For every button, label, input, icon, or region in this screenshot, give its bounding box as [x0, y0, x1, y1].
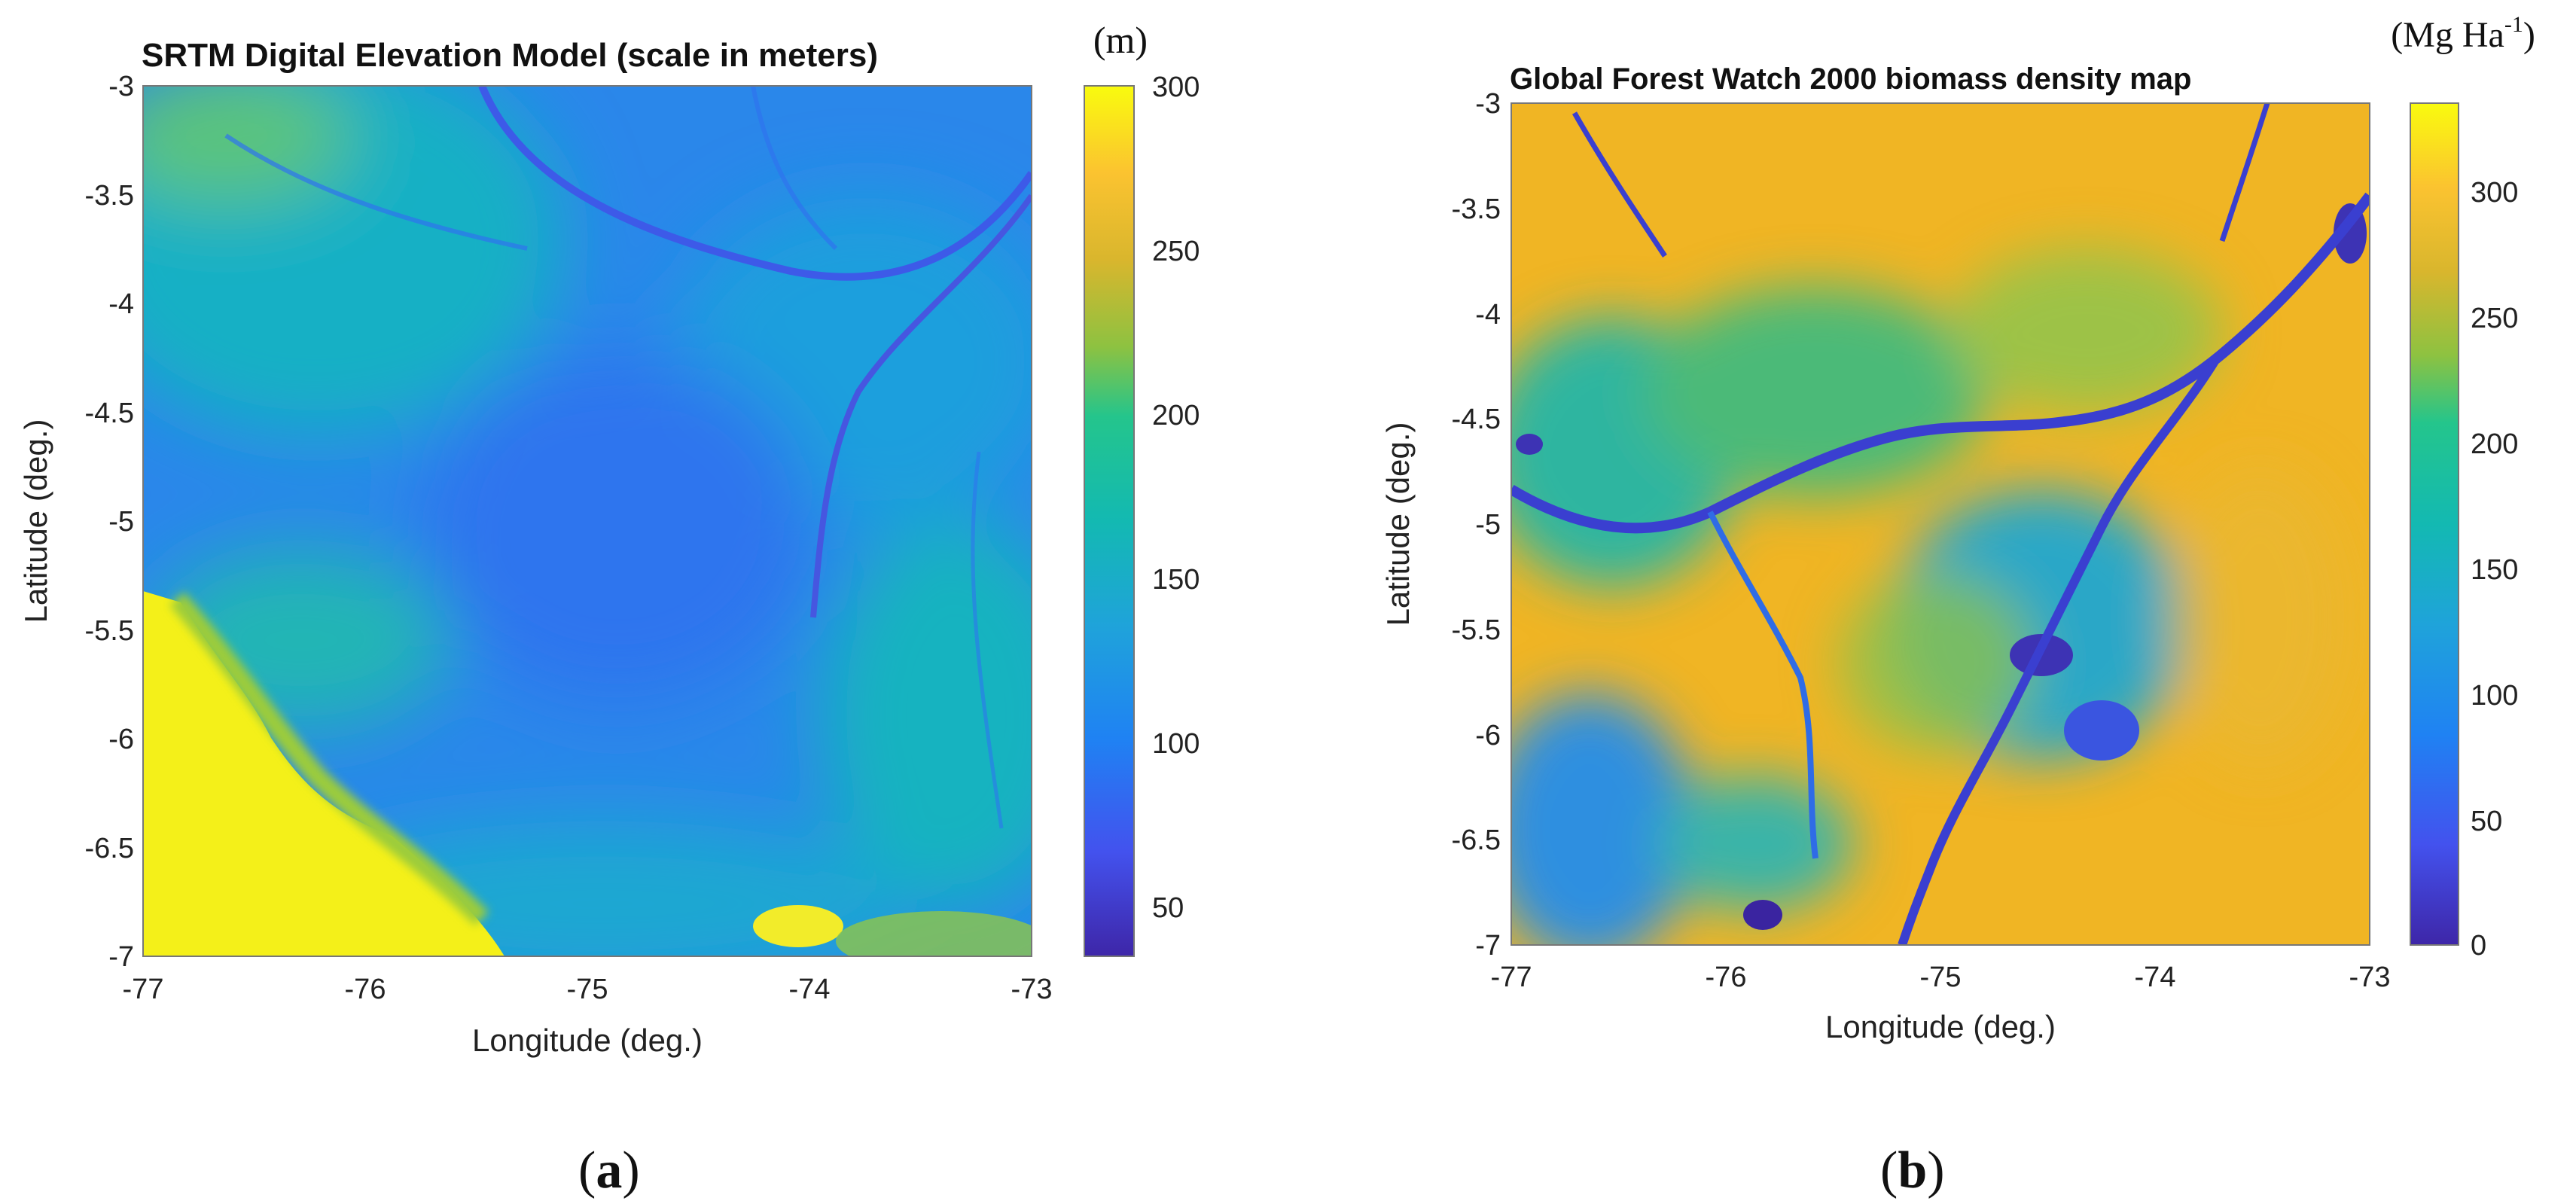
x-ticks-b: -77 -76 -75 -74 -73	[1491, 962, 2391, 993]
x-tick-label: -74	[2135, 962, 2176, 993]
x-tick-label: -75	[1920, 962, 1962, 993]
y-tick-label: -4.5	[1452, 404, 1501, 435]
y-tick-label: -3.5	[1452, 194, 1501, 225]
y-tick-label: -3.5	[85, 180, 134, 212]
y-ticks-a: -3 -3.5 -4 -4.5 -5 -5.5 -6 -6.5 -7	[85, 71, 134, 973]
x-tick-label: -76	[1706, 962, 1747, 993]
colorbar-ticks-a: 300 250 200 150 100 50	[1152, 72, 1200, 924]
colorbar-tick-label: 100	[2471, 680, 2518, 712]
colorbar-tick-label: 150	[2471, 554, 2518, 586]
y-tick-label: -3	[108, 71, 134, 102]
y-ticks-b: -3 -3.5 -4 -4.5 -5 -5.5 -6 -6.5 -7	[1452, 88, 1501, 962]
colorbar-tick-label: 200	[2471, 428, 2518, 460]
colorbar-tick-label: 0	[2471, 930, 2486, 962]
colorbar-tick-label: 50	[1152, 892, 1184, 924]
chart-title-a: SRTM Digital Elevation Model (scale in m…	[142, 37, 878, 74]
y-tick-label: -5	[1475, 509, 1501, 541]
x-tick-label: -76	[345, 974, 386, 1005]
colorbar-tick-label: 250	[1152, 236, 1200, 267]
y-tick-label: -4.5	[85, 398, 134, 429]
x-axis-label-b: Longitude (deg.)	[1825, 1009, 2056, 1044]
y-tick-label: -7	[108, 941, 134, 973]
x-tick-label: -74	[789, 974, 831, 1005]
colorbar-unit-a: (m)	[1093, 19, 1148, 61]
y-tick-label: -7	[1475, 930, 1501, 962]
plot-frame-b	[1511, 102, 2370, 946]
caption-a: (a)	[578, 1142, 640, 1199]
colorbar-tick-label: 150	[1152, 564, 1200, 596]
colorbar-ticks-b: 300 250 200 150 100 50 0	[2471, 177, 2518, 962]
x-tick-label: -73	[1011, 974, 1053, 1005]
x-tick-label: -75	[567, 974, 608, 1005]
y-tick-label: -5.5	[1452, 614, 1501, 646]
colorbar-tick-label: 300	[1152, 72, 1200, 103]
chart-title-b: Global Forest Watch 2000 biomass density…	[1510, 62, 2191, 96]
y-axis-label-b: Latitude (deg.)	[1380, 422, 1416, 626]
caption-a-letter: a	[596, 1142, 623, 1199]
y-tick-label: -4	[108, 288, 134, 320]
x-tick-label: -73	[2349, 962, 2391, 993]
colorbar-unit-b: (Mg Ha-1)	[2391, 12, 2535, 55]
elevation-heatmap	[143, 86, 1032, 956]
panel-a: SRTM Digital Elevation Model (scale in m…	[0, 0, 1288, 1199]
biomass-heatmap	[1511, 103, 2370, 945]
caption-b: (b)	[1880, 1142, 1945, 1199]
plot-frame-a	[142, 85, 1032, 957]
x-tick-label: -77	[1491, 962, 1532, 993]
y-tick-label: -6.5	[1452, 825, 1501, 856]
elevation-chart: SRTM Digital Elevation Model (scale in m…	[18, 19, 1200, 1058]
y-tick-label: -3	[1475, 88, 1501, 120]
y-axis-label-a: Latitude (deg.)	[18, 419, 53, 623]
colorbar-tick-label: 100	[1152, 728, 1200, 760]
y-tick-label: -5.5	[85, 615, 134, 647]
colorbar-tick-label: 200	[1152, 400, 1200, 431]
y-tick-label: -6	[108, 724, 134, 755]
panel-b: Global Forest Watch 2000 biomass density…	[1288, 0, 2576, 1199]
colorbar-a	[1084, 85, 1135, 957]
y-tick-label: -6.5	[85, 833, 134, 864]
x-axis-label-a: Longitude (deg.)	[472, 1023, 703, 1058]
colorbar-tick-label: 50	[2471, 806, 2502, 837]
biomass-chart: Global Forest Watch 2000 biomass density…	[1380, 12, 2535, 1044]
x-tick-label: -77	[123, 974, 164, 1005]
x-ticks-a: -77 -76 -75 -74 -73	[123, 974, 1053, 1005]
colorbar-tick-label: 300	[2471, 177, 2518, 209]
colorbar-b	[2410, 102, 2459, 946]
y-tick-label: -6	[1475, 720, 1501, 751]
y-tick-label: -5	[108, 506, 134, 538]
caption-b-letter: b	[1898, 1142, 1928, 1199]
colorbar-tick-label: 250	[2471, 303, 2518, 334]
y-tick-label: -4	[1475, 299, 1501, 331]
